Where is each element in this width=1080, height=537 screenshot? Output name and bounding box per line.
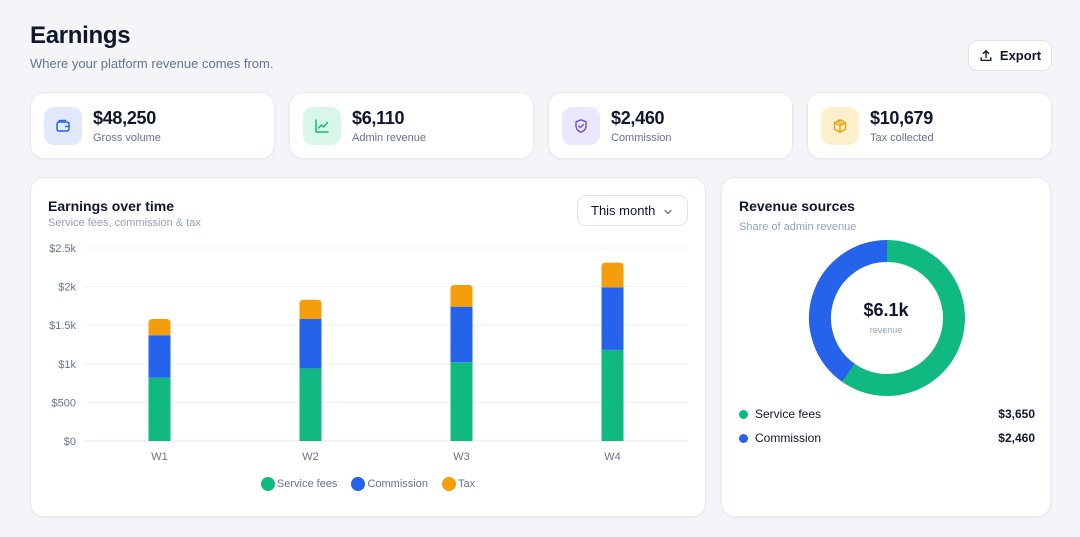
donut-slice — [809, 240, 888, 382]
panel-title: Earnings over time — [48, 198, 175, 214]
source-row-commission: Commission $2,460 — [739, 431, 1035, 445]
stat-label: Tax collected — [870, 131, 934, 144]
y-tick-label: $2.5k — [49, 243, 76, 255]
source-row-service-fees: Service fees $3,650 — [739, 407, 1035, 421]
box-icon — [833, 118, 847, 133]
legend-label: Commission — [367, 478, 428, 490]
donut-center-value: $6.1k — [863, 300, 909, 320]
source-value: $2,460 — [998, 431, 1035, 445]
bar-segment — [148, 335, 171, 378]
x-tick-label: W1 — [151, 451, 168, 463]
stat-label: Commission — [611, 131, 672, 144]
upload-icon — [980, 49, 992, 61]
bar-segment — [450, 306, 473, 363]
bar-segment — [601, 349, 624, 441]
legend-item-commission[interactable]: Commission — [351, 477, 428, 491]
chevron-down-icon — [664, 209, 672, 215]
revenue-sources-panel: Revenue sources Share of admin revenue $… — [721, 177, 1051, 517]
bar-segment — [299, 368, 322, 441]
shield-icon — [575, 118, 587, 133]
y-tick-label: $1.5k — [49, 320, 76, 332]
source-value: $3,650 — [998, 407, 1035, 421]
stat-value: $48,250 — [93, 107, 156, 128]
legend-label: Service fees — [276, 478, 338, 490]
bar-segment — [601, 287, 624, 350]
stat-card-tax-collected: $10,679 Tax collected — [807, 92, 1052, 159]
export-button-label: Export — [999, 48, 1042, 63]
bar-segment — [450, 285, 473, 307]
panel-subtitle: Share of admin revenue — [739, 221, 857, 233]
stat-value: $10,679 — [870, 107, 933, 128]
source-label: Commission — [755, 431, 822, 445]
source-swatch — [739, 433, 748, 443]
panel-subtitle: Service fees, commission & tax — [48, 217, 201, 229]
stat-card-gross-volume: $48,250 Gross volume — [30, 92, 275, 159]
legend-item-service-fees[interactable]: Service fees — [260, 477, 338, 491]
earnings-panel: Earnings over time Service fees, commiss… — [30, 177, 706, 517]
bar-segment — [450, 362, 473, 441]
legend-swatch — [260, 477, 275, 491]
donut-center-label: revenue — [869, 325, 903, 335]
revenue-donut-chart — [809, 240, 965, 396]
legend-label: Tax — [457, 478, 476, 490]
wallet-icon — [56, 119, 70, 132]
y-tick-label: $500 — [52, 397, 76, 409]
bar-segment — [148, 377, 171, 441]
stat-icon-wrap — [562, 106, 600, 145]
stat-card-commission: $2,460 Commission — [548, 92, 793, 159]
bar-segment — [148, 319, 171, 336]
stat-value: $2,460 — [611, 107, 665, 128]
stat-icon-wrap — [303, 106, 341, 145]
bar-segment — [299, 319, 322, 369]
page-subtitle: Where your platform revenue comes from. — [30, 56, 274, 71]
x-tick-label: W3 — [453, 451, 470, 463]
y-tick-label: $2k — [58, 282, 76, 294]
page-title: Earnings — [30, 22, 131, 49]
panel-title: Revenue sources — [739, 198, 855, 214]
export-button[interactable]: Export — [968, 40, 1052, 71]
y-tick-label: $1k — [58, 359, 76, 371]
legend-item-tax[interactable]: Tax — [441, 477, 476, 491]
x-tick-label: W4 — [604, 451, 621, 463]
chart-line-icon — [315, 118, 329, 133]
donut-slice — [842, 240, 965, 396]
range-select-value: This month — [591, 203, 656, 218]
x-tick-label: W2 — [302, 451, 319, 463]
stat-icon-wrap — [821, 106, 859, 145]
stat-label: Gross volume — [93, 131, 161, 144]
chart-legend: Service fees Commission Tax — [31, 477, 705, 491]
stat-label: Admin revenue — [352, 131, 426, 144]
source-label: Service fees — [755, 407, 822, 421]
page-header: Earnings Where your platform revenue com… — [30, 22, 273, 71]
earnings-bar-chart: $0 $500 $1k $1.5k $2k $2.5k W1 W2 W3 W4 — [49, 243, 688, 463]
range-select[interactable]: This month — [577, 195, 688, 226]
source-swatch — [739, 409, 748, 419]
bar-segment — [601, 262, 624, 288]
stat-card-admin-revenue: $6,110 Admin revenue — [289, 92, 534, 159]
stat-icon-wrap — [44, 106, 82, 145]
y-tick-label: $0 — [64, 436, 76, 448]
bar-segment — [299, 299, 322, 320]
legend-swatch — [351, 477, 366, 491]
legend-swatch — [441, 477, 456, 491]
stat-value: $6,110 — [352, 107, 405, 128]
